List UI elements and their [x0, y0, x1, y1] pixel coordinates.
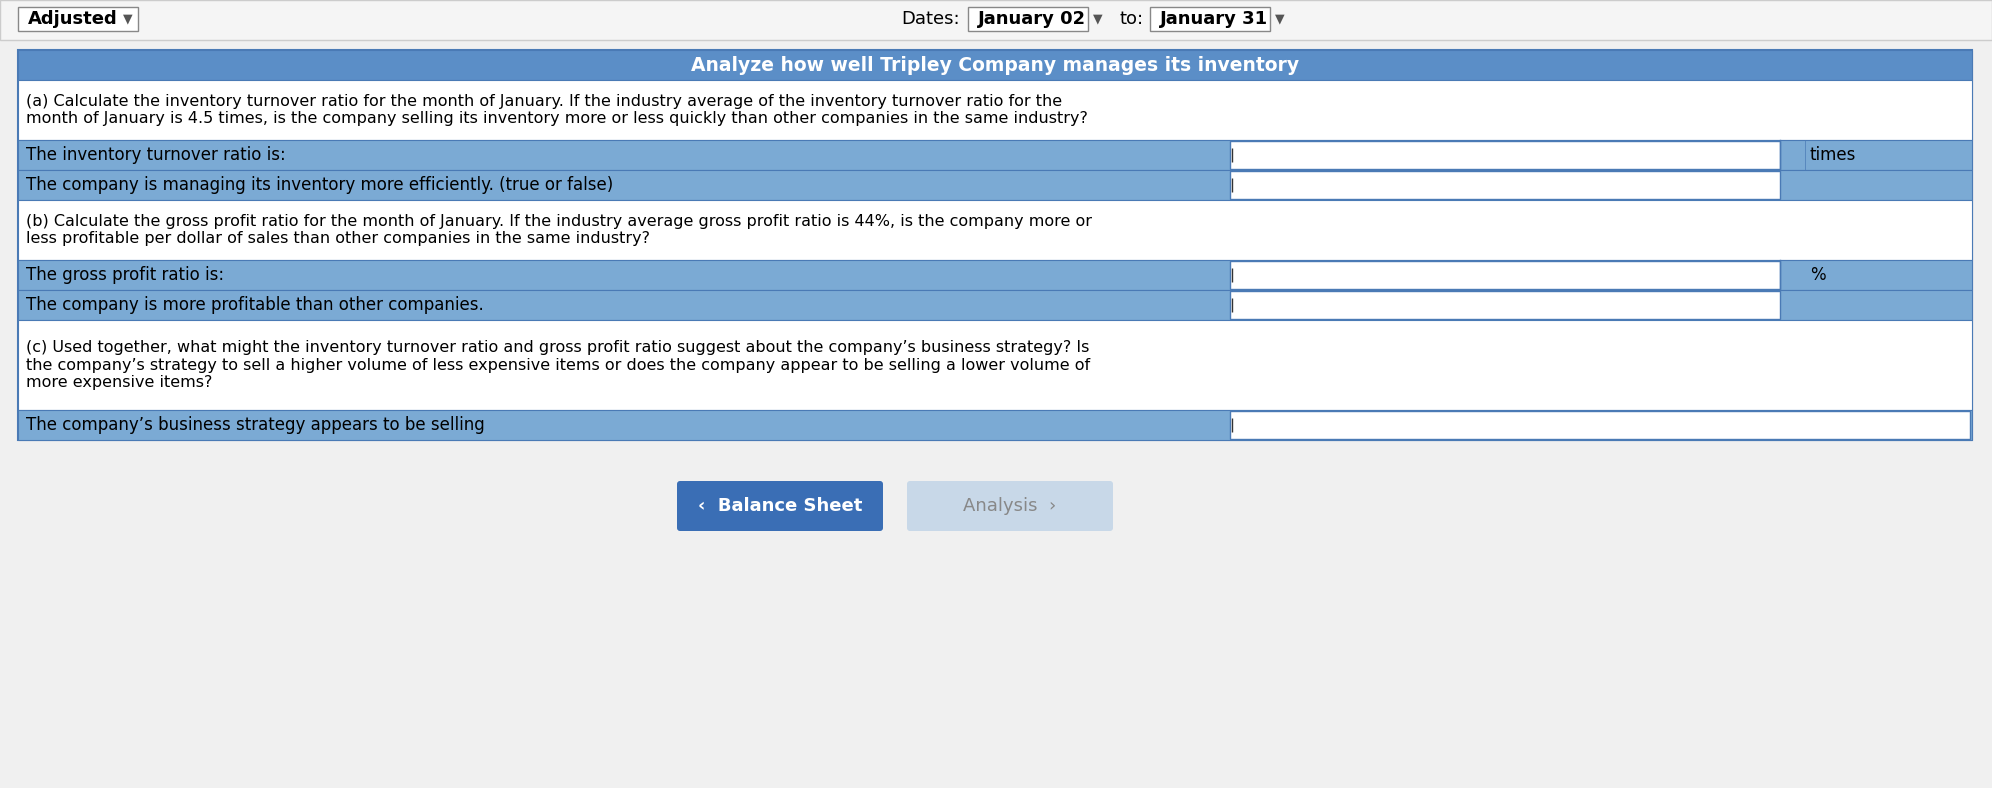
FancyBboxPatch shape [18, 80, 1972, 140]
FancyBboxPatch shape [0, 0, 1992, 40]
Text: The company is more profitable than other companies.: The company is more profitable than othe… [26, 296, 484, 314]
Text: Analysis  ›: Analysis › [964, 497, 1056, 515]
Text: Dates:: Dates: [900, 10, 960, 28]
Text: The company is managing its inventory more efficiently. (true or false): The company is managing its inventory mo… [26, 176, 614, 194]
FancyBboxPatch shape [18, 410, 1972, 440]
Text: Adjusted: Adjusted [28, 10, 118, 28]
Text: (c) Used together, what might the inventory turnover ratio and gross profit rati: (c) Used together, what might the invent… [26, 340, 1090, 390]
FancyBboxPatch shape [1229, 141, 1781, 169]
Text: %: % [1811, 266, 1825, 284]
FancyBboxPatch shape [18, 7, 137, 31]
FancyBboxPatch shape [968, 7, 1088, 31]
FancyBboxPatch shape [1229, 171, 1781, 199]
FancyBboxPatch shape [1149, 7, 1271, 31]
Text: January 31: January 31 [1159, 10, 1269, 28]
FancyBboxPatch shape [18, 320, 1972, 410]
Text: (a) Calculate the inventory turnover ratio for the month of January. If the indu: (a) Calculate the inventory turnover rat… [26, 94, 1088, 126]
FancyBboxPatch shape [18, 290, 1972, 320]
FancyBboxPatch shape [18, 50, 1972, 80]
Text: ‹  Balance Sheet: ‹ Balance Sheet [697, 497, 863, 515]
Text: times: times [1811, 146, 1857, 164]
Text: The inventory turnover ratio is:: The inventory turnover ratio is: [26, 146, 285, 164]
FancyBboxPatch shape [18, 170, 1972, 200]
Text: January 02: January 02 [978, 10, 1086, 28]
Text: ▼: ▼ [1275, 13, 1285, 25]
FancyBboxPatch shape [1229, 411, 1970, 439]
FancyBboxPatch shape [906, 481, 1114, 531]
Text: Analyze how well Tripley Company manages its inventory: Analyze how well Tripley Company manages… [691, 55, 1299, 75]
FancyBboxPatch shape [18, 140, 1972, 170]
FancyBboxPatch shape [1229, 291, 1781, 319]
Text: (b) Calculate the gross profit ratio for the month of January. If the industry a: (b) Calculate the gross profit ratio for… [26, 214, 1092, 246]
Text: The company’s business strategy appears to be selling: The company’s business strategy appears … [26, 416, 484, 434]
Text: to:: to: [1120, 10, 1143, 28]
FancyBboxPatch shape [18, 260, 1972, 290]
FancyBboxPatch shape [18, 50, 1972, 440]
FancyBboxPatch shape [677, 481, 882, 531]
Text: ▼: ▼ [124, 13, 133, 25]
Text: ▼: ▼ [1094, 13, 1104, 25]
FancyBboxPatch shape [18, 200, 1972, 260]
FancyBboxPatch shape [1229, 261, 1781, 289]
Text: The gross profit ratio is:: The gross profit ratio is: [26, 266, 225, 284]
